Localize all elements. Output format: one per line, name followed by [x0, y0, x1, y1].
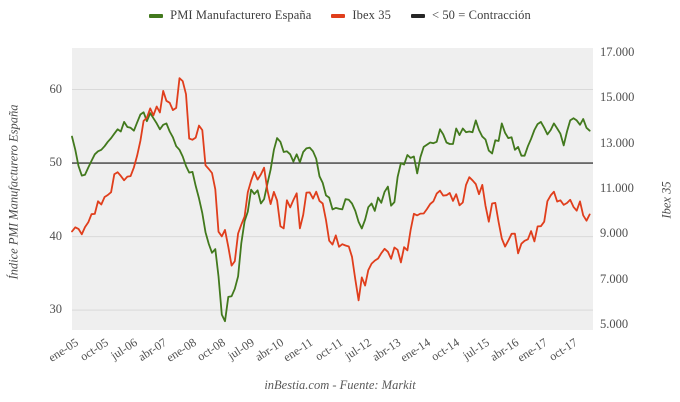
left-axis-tick-label: 60 [49, 81, 63, 96]
contraction-line-swatch-icon [410, 13, 425, 18]
left-axis-title: Índice PMI Manufacturero España [6, 104, 21, 280]
legend-item-pmi: PMI Manufacturero España [149, 8, 311, 23]
right-axis-tick-label: 11.000 [600, 181, 634, 195]
right-axis-tick-label: 17.000 [600, 44, 635, 59]
ibex-line-swatch-icon [331, 13, 346, 18]
right-axis-tick-label: 7.000 [600, 271, 629, 286]
legend-label-pmi: PMI Manufacturero España [170, 8, 312, 22]
legend-label-ibex: Ibex 35 [352, 8, 391, 22]
chart-legend: PMI Manufacturero España Ibex 35 < 50 = … [0, 8, 680, 23]
right-axis-title: Ibex 35 [659, 181, 674, 219]
right-axis-tick-label: 15.000 [600, 90, 635, 105]
source-caption: inBestia.com - Fuente: Markit [264, 378, 416, 392]
left-axis-tick-label: 40 [49, 228, 63, 243]
right-axis-tick-label: 5.000 [600, 317, 629, 331]
pmi-line-swatch-icon [149, 13, 164, 18]
left-axis-tick-label: 50 [49, 155, 63, 170]
left-axis-tick-label: 30 [49, 302, 63, 317]
right-axis-tick-label: 13.000 [600, 135, 635, 150]
plot-background [72, 48, 593, 330]
right-axis-tick-label: 9.000 [600, 226, 629, 241]
legend-item-contraction: < 50 = Contracción [410, 8, 531, 23]
legend-item-ibex: Ibex 35 [331, 8, 391, 23]
series-line-ibex [71, 77, 591, 302]
legend-label-contraction: < 50 = Contracción [431, 8, 531, 22]
series-line-pmi [71, 111, 591, 323]
